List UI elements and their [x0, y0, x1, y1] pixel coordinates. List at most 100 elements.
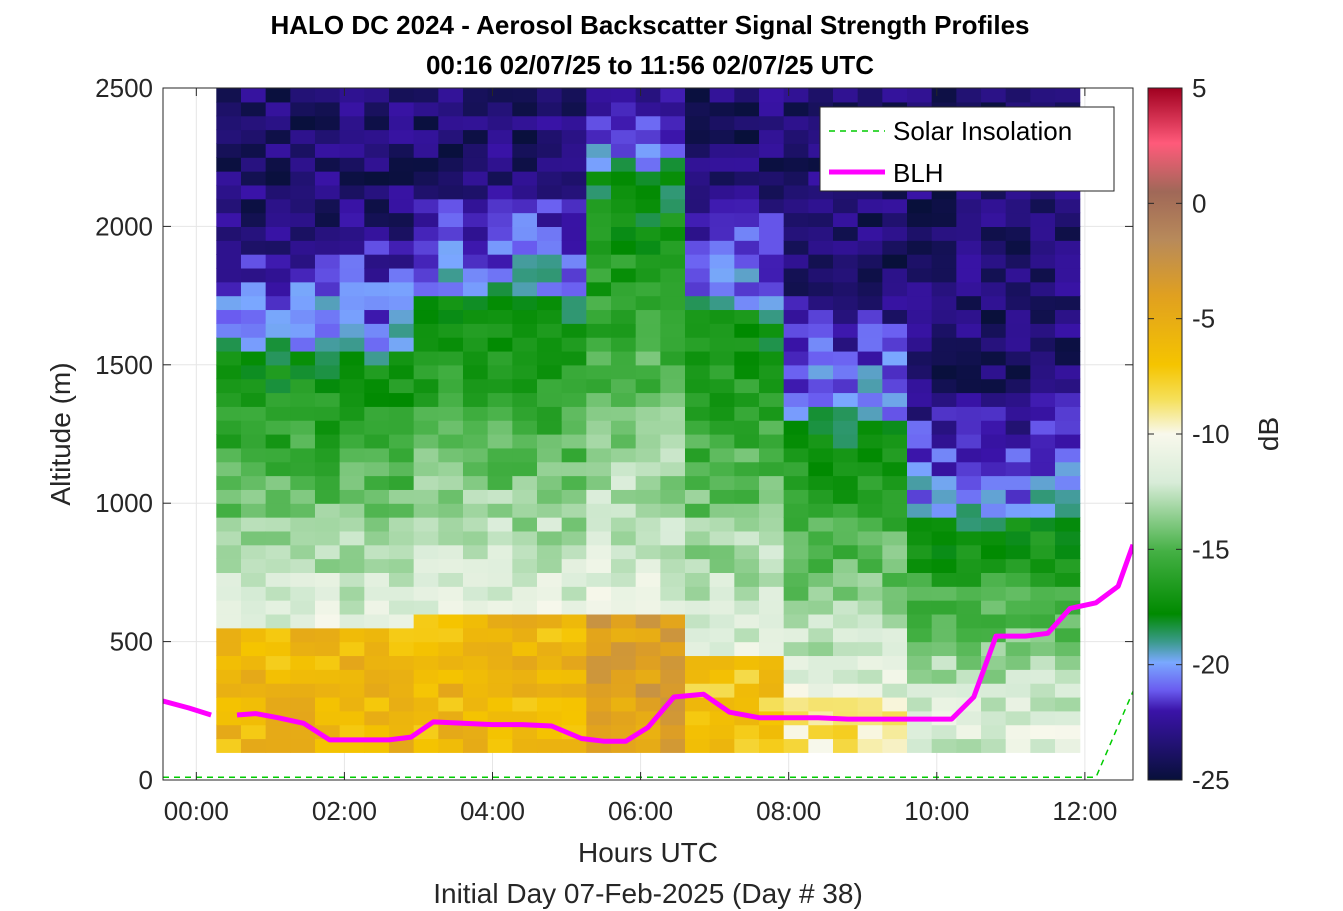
heatmap-cell [586, 337, 612, 352]
heatmap-cell [1055, 724, 1081, 740]
heatmap-cell [685, 240, 711, 255]
heatmap-cell [635, 572, 661, 587]
heatmap-cell [536, 337, 563, 352]
heatmap-cell [216, 295, 242, 311]
blh-line [236, 543, 1133, 744]
heatmap-cell [586, 254, 612, 269]
heatmap-cell [685, 613, 711, 629]
heatmap-cell [413, 309, 439, 324]
heatmap-cell [438, 627, 464, 643]
heatmap-cell [413, 101, 439, 117]
heatmap-cell [586, 240, 612, 255]
heatmap-cell [240, 337, 267, 352]
heatmap-cell [216, 641, 242, 657]
heatmap-cell [759, 88, 785, 103]
heatmap-cell [833, 530, 859, 546]
heatmap-cell [413, 600, 439, 615]
heatmap-cell [1055, 627, 1081, 643]
heatmap-cell [462, 350, 489, 366]
heatmap-cell [314, 309, 341, 324]
heatmap-cell [685, 710, 711, 726]
heatmap-cell [611, 115, 637, 131]
heatmap-cell [413, 171, 439, 186]
heatmap-cell [759, 157, 785, 172]
heatmap-cell [660, 254, 686, 269]
legend-box [819, 106, 1115, 192]
heatmap-cell [734, 738, 760, 753]
heatmap-cell [709, 101, 735, 117]
heatmap-cell [956, 364, 982, 380]
heatmap-cell [216, 489, 242, 504]
heatmap-cell [487, 350, 513, 366]
heatmap-cell [339, 115, 365, 131]
heatmap-cell [314, 115, 341, 131]
heatmap-cell [1030, 683, 1056, 698]
heatmap-cell [364, 281, 390, 297]
heatmap-cell [216, 323, 242, 338]
heatmap-cell [438, 406, 464, 421]
heatmap-cell [438, 240, 464, 255]
heatmap-cell [438, 641, 464, 657]
heatmap-cell [660, 447, 686, 463]
heatmap-cell [783, 198, 809, 214]
heatmap-cell [240, 613, 267, 629]
heatmap-cell [290, 447, 316, 463]
heatmap-cell [240, 600, 267, 615]
heatmap-cell [1030, 447, 1056, 463]
heatmap-cell [216, 461, 242, 477]
heatmap-cell [882, 226, 908, 241]
heatmap-cell [265, 143, 291, 158]
heatmap-cell [734, 115, 760, 131]
heatmap-cell [759, 212, 785, 227]
heatmap-cell [487, 254, 513, 269]
heatmap-cell [882, 544, 908, 560]
heatmap-cell [536, 198, 563, 214]
heatmap-cell [1005, 198, 1031, 214]
heatmap-cell [388, 489, 415, 504]
heatmap-cell [265, 517, 291, 532]
heatmap-cell [512, 738, 538, 753]
heatmap-cell [759, 267, 785, 283]
heatmap-cell [956, 337, 982, 352]
heatmap-cell [759, 600, 785, 615]
heatmap-cell [339, 655, 365, 670]
heatmap-cell [759, 655, 785, 670]
heatmap-cell [314, 254, 341, 269]
heatmap-cell [339, 406, 365, 421]
heatmap-cell [216, 226, 242, 241]
y-tick-label: 2000 [95, 211, 153, 241]
heatmap-cell [216, 544, 242, 560]
heatmap-cell [783, 337, 809, 352]
heatmap-cell [685, 738, 711, 753]
heatmap-cell [536, 295, 563, 311]
heatmap-cell [314, 171, 341, 186]
heatmap-cell [635, 420, 661, 435]
heatmap-cell [240, 198, 267, 214]
heatmap-cell [1055, 544, 1081, 560]
heatmap-cell [931, 364, 957, 380]
heatmap-cell [438, 544, 464, 560]
heatmap-cell [759, 184, 785, 200]
heatmap-cell [586, 572, 612, 587]
heatmap-cell [685, 627, 711, 643]
heatmap-cell [240, 517, 267, 532]
heatmap-cell [216, 267, 242, 283]
heatmap-cell [265, 613, 291, 629]
heatmap-cell [783, 350, 809, 366]
heatmap-cell [364, 337, 390, 352]
heatmap-cell [586, 641, 612, 657]
heatmap-cell [1030, 434, 1056, 449]
heatmap-cell [586, 517, 612, 532]
heatmap-cell [956, 489, 982, 504]
heatmap-cell [462, 337, 489, 352]
heatmap-cell [685, 364, 711, 380]
heatmap-cell [487, 101, 513, 117]
heatmap-cell [216, 655, 242, 670]
heatmap-cell [339, 710, 365, 726]
heatmap-cell [759, 171, 785, 186]
heatmap-cell [660, 683, 686, 698]
heatmap-cell [438, 281, 464, 297]
heatmap-cell [561, 226, 587, 241]
heatmap-cell [660, 517, 686, 532]
heatmap-cell [314, 184, 341, 200]
